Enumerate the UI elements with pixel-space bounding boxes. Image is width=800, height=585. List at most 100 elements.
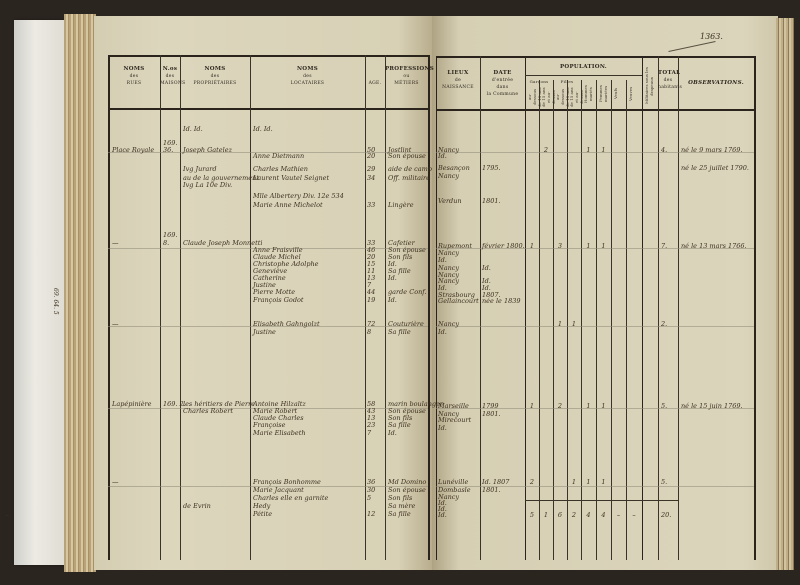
age: 12 [367, 510, 376, 518]
entry-date: Id. [482, 264, 491, 272]
margin-note: 69. 64. 5 [52, 288, 59, 315]
tenant-name: Justine [253, 281, 276, 289]
house-number: 169. 2. [163, 400, 186, 408]
column-rule [250, 55, 251, 560]
profession: Sa fille [388, 510, 411, 518]
column-rule [160, 55, 161, 560]
birthplace: Dombasle [438, 486, 471, 494]
profession: Id. [388, 274, 397, 282]
proprietor-name: Charles Robert [183, 407, 234, 415]
header-rule [436, 109, 754, 111]
profession: Md Domino [388, 478, 427, 486]
population-count: 2 [543, 146, 549, 154]
population-subcolumn-rule [581, 80, 582, 560]
birthplace: Strasbourg [438, 291, 475, 299]
birthplace: Mirecourt [438, 416, 472, 424]
header-age: AGE. [368, 81, 382, 86]
population-subcolumn-rule [626, 80, 627, 560]
header-filles: Filles [560, 79, 574, 84]
profession: Son fils [388, 494, 413, 502]
population-count: 1 [529, 242, 535, 250]
profession: garde Conf. [388, 288, 427, 296]
column-rule [754, 56, 756, 560]
header-locataires: NOMS des LOCATAIRES [290, 66, 325, 86]
page-edges-right [776, 18, 794, 570]
guide-line [436, 248, 754, 249]
age: 20 [367, 152, 376, 160]
age: 8 [367, 328, 372, 336]
column-rule [108, 55, 110, 560]
header-population-2: au-dessous de 15 ans [555, 87, 570, 107]
tenant-name: Marie Robert [253, 407, 298, 415]
tenant-name: Catherine [253, 274, 286, 282]
birthplace: Nancy [438, 271, 460, 279]
age: 15 [367, 260, 376, 268]
tenant-name: Antoine Hilzaltz [253, 400, 306, 408]
house-number: 8. [163, 239, 170, 247]
column-rule [428, 55, 430, 560]
tenant-name: Justine [253, 328, 276, 336]
age: 34 [367, 174, 376, 182]
population-count: 4 [586, 511, 591, 519]
population-count: 1 [601, 242, 606, 250]
total-inhabitants: 5. [661, 478, 668, 486]
total-inhabitants: 20. [661, 511, 672, 519]
profession: Couturière [388, 320, 424, 328]
population-count: 3 [557, 242, 563, 250]
column-rule [436, 56, 437, 560]
tenant-name: Charles elle en garnite [253, 494, 329, 502]
birthplace: Besançon [438, 164, 470, 172]
age: 72 [367, 320, 376, 328]
population-count: 1 [586, 402, 591, 410]
entry-date: née le 1839 [482, 297, 521, 305]
header-date: DATE d'entrée dans la Commune [486, 70, 519, 97]
age: 50 [367, 146, 376, 154]
tenant-name: Claude Charles [253, 414, 304, 422]
header-population-4: Hommes mariés [583, 85, 593, 103]
age: 30 [367, 486, 376, 494]
header-population-3: de 15 ans et au-dessus [569, 87, 584, 107]
birthplace: Id. [438, 424, 447, 432]
birthplace: Rupemont [438, 242, 472, 250]
header-maisons: N.os des MAISONS [160, 66, 186, 86]
entry-date: 1801. [482, 410, 501, 418]
right-page [432, 16, 778, 570]
birthplace: Nancy [438, 264, 460, 272]
total-inhabitants: 5. [661, 402, 668, 410]
age: 29 [367, 165, 376, 173]
population-count: 1 [557, 320, 563, 328]
observation: né le 25 juillet 1790. [681, 164, 749, 172]
profession: Id. [388, 260, 397, 268]
entry-date: 1801. [482, 486, 501, 494]
profession: Jostlint [388, 146, 412, 154]
header-observations: OBSERVATIONS. [688, 80, 744, 86]
population-count: 1 [529, 402, 535, 410]
proprietor-name: Claude Joseph Monnetti [183, 239, 263, 247]
population-count: – [616, 511, 621, 519]
age: 58 [367, 400, 376, 408]
entry-date: Id. [482, 277, 491, 285]
tenant-name: Pétite [253, 510, 273, 518]
profession: Sa fille [388, 267, 411, 275]
population-count: 2 [571, 511, 577, 519]
total-inhabitants: 7. [661, 242, 668, 250]
tenant-name: Laurent Vautel Seignet [253, 174, 330, 182]
age: 13 [367, 274, 376, 282]
profession: Son épouse [388, 152, 426, 160]
header-population-1: de 15 ans et au-dessus [541, 87, 556, 107]
column-rule [180, 55, 181, 560]
column-rule [365, 55, 366, 560]
birthplace: Nancy [438, 172, 460, 180]
totals-rule [525, 500, 678, 501]
birthplace: Nancy [438, 277, 460, 285]
header-professions: PROFESSIONS ou MÉTIERS [385, 66, 435, 86]
rue-name: Place Royale [112, 146, 155, 154]
header-rues: NOMS des RUES [123, 66, 145, 86]
population-subcolumn-rule [567, 80, 568, 560]
age: 11 [367, 267, 376, 275]
profession: marin boulanger [388, 400, 443, 408]
entry-date: 1807. [482, 291, 501, 299]
population-count: 1 [601, 478, 606, 486]
rue-name: — [112, 478, 119, 486]
